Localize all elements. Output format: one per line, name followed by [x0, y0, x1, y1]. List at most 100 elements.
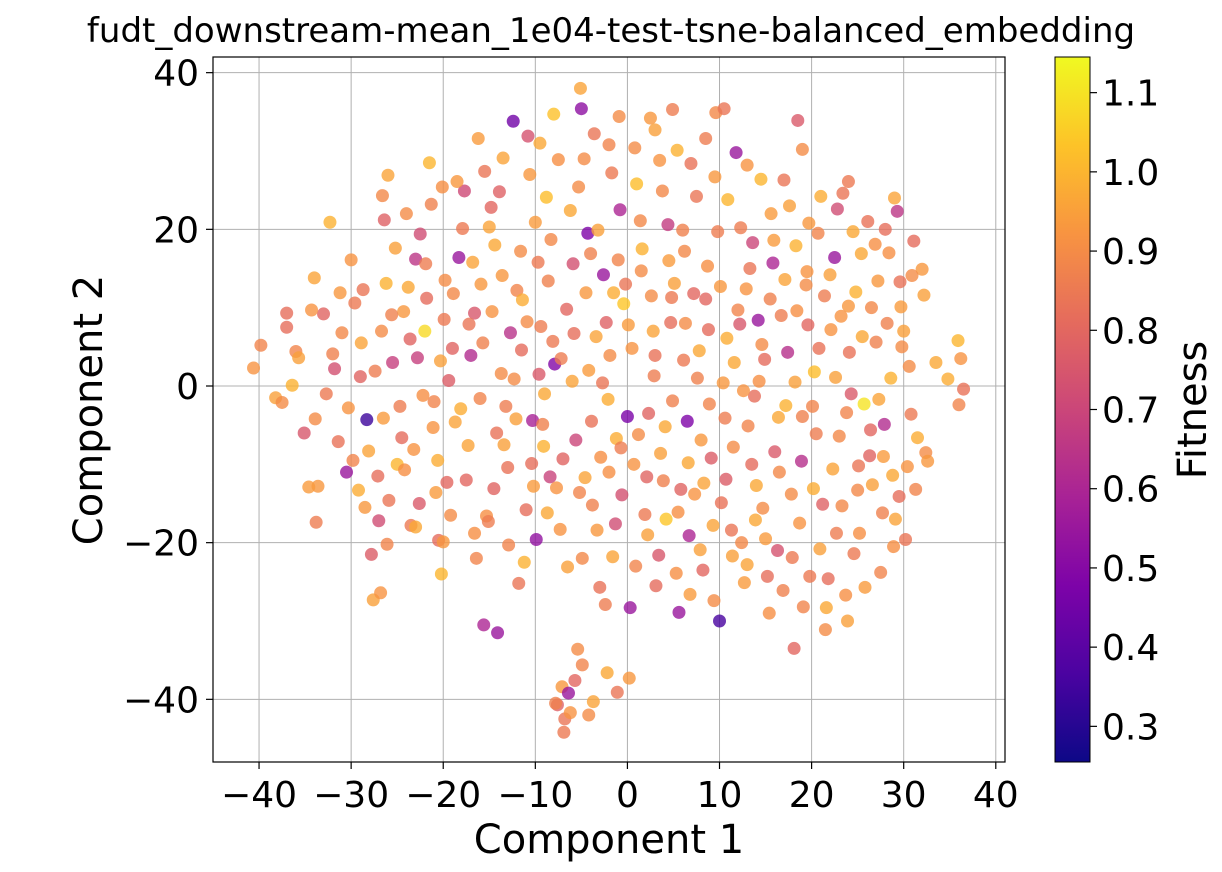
scatter-point	[882, 246, 896, 260]
scatter-point	[446, 287, 460, 301]
scatter-point	[591, 223, 605, 237]
scatter-point	[716, 376, 730, 390]
scatter-point	[666, 102, 680, 116]
scatter-point	[560, 302, 574, 316]
scatter-point	[678, 316, 692, 330]
scatter-point	[892, 489, 906, 503]
scatter-point	[515, 293, 529, 307]
scatter-point	[331, 435, 345, 449]
scatter-point	[714, 496, 728, 510]
scatter-point	[669, 566, 683, 580]
scatter-point	[877, 417, 891, 431]
scatter-point	[911, 431, 925, 445]
scatter-point	[596, 268, 610, 282]
scatter-point	[907, 234, 921, 248]
scatter-point	[778, 272, 792, 286]
scatter-point	[671, 505, 685, 519]
scatter-point	[593, 580, 607, 594]
scatter-point	[611, 253, 625, 267]
scatter-point	[574, 102, 588, 116]
scatter-point	[667, 276, 681, 290]
scatter-point	[333, 286, 347, 300]
scatter-point	[621, 318, 635, 332]
colorbar-tick-label: 0.7	[1102, 391, 1159, 432]
scatter-point	[816, 497, 830, 511]
scatter-point	[461, 439, 475, 453]
scatter-point	[697, 476, 711, 490]
scatter-point	[699, 131, 713, 145]
scatter-point	[799, 278, 813, 292]
scatter-point	[587, 127, 601, 141]
scatter-point	[625, 341, 639, 355]
scatter-point	[533, 136, 547, 150]
scatter-point	[254, 338, 268, 352]
scatter-point	[497, 438, 511, 452]
scatter-point	[748, 389, 762, 403]
scatter-point	[754, 172, 768, 186]
scatter-point	[854, 247, 868, 261]
scatter-point	[826, 462, 840, 476]
scatter-point	[849, 285, 863, 299]
scatter-point	[952, 398, 966, 412]
scatter-point	[561, 560, 575, 574]
scatter-point	[789, 239, 803, 253]
scatter-point	[551, 153, 565, 167]
colorbar-tick-label: 0.5	[1102, 549, 1159, 590]
scatter-point	[803, 569, 817, 583]
scatter-point	[713, 614, 727, 628]
scatter-point	[494, 366, 508, 380]
scatter-point	[676, 223, 690, 237]
scatter-point	[756, 501, 770, 515]
scatter-point	[557, 725, 571, 739]
scatter-point	[824, 323, 838, 337]
scatter-point	[743, 262, 757, 275]
scatter-point	[654, 446, 668, 460]
scatter-point	[328, 362, 342, 376]
scatter-point	[605, 166, 619, 180]
scatter-point	[307, 271, 321, 285]
scatter-point	[888, 512, 902, 526]
scatter-point	[601, 392, 615, 406]
scatter-point	[708, 170, 722, 184]
scatter-point	[818, 623, 832, 637]
colorbar-ticks: 0.3 0.4 0.5 0.6 0.7 0.8 0.9 1.0 1.1	[1090, 74, 1159, 748]
scatter-point	[433, 354, 447, 368]
scatter-point	[647, 369, 661, 383]
scatter-point	[847, 547, 861, 561]
x-tick-label: −30	[313, 775, 389, 816]
scatter-point	[772, 465, 786, 479]
scatter-point	[717, 102, 731, 116]
scatter-point	[701, 323, 715, 337]
y-tick-label: 0	[176, 367, 199, 408]
y-axis-label: Component 2	[66, 275, 112, 545]
scatter-point	[297, 426, 311, 440]
scatter-point	[796, 600, 810, 614]
scatter-point	[503, 326, 517, 340]
scatter-point	[544, 233, 558, 247]
scatter-point	[957, 382, 971, 396]
scatter-point	[575, 658, 589, 672]
scatter-point	[537, 439, 551, 453]
scatter-point	[488, 238, 502, 252]
scatter-point	[746, 236, 760, 250]
scatter-point	[388, 241, 402, 255]
scatter-point	[795, 410, 809, 424]
scatter-point	[517, 555, 531, 569]
scatter-point	[416, 388, 430, 402]
x-tick-label: −40	[221, 775, 297, 816]
scatter-point	[495, 269, 509, 283]
scatter-point	[857, 397, 871, 411]
scatter-point	[326, 347, 340, 361]
scatter-point	[581, 226, 595, 240]
scatter-point	[656, 474, 670, 488]
scatter-point	[696, 563, 710, 577]
scatter-point	[795, 142, 809, 156]
scatter-point	[790, 304, 804, 318]
scatter-point	[471, 131, 485, 145]
scatter-point	[561, 686, 575, 700]
scatter-point	[844, 387, 858, 401]
scatter-point	[900, 460, 914, 474]
scatter-point	[689, 189, 703, 203]
colorbar-tick-label: 1.0	[1102, 153, 1159, 194]
scatter-point	[643, 111, 657, 125]
